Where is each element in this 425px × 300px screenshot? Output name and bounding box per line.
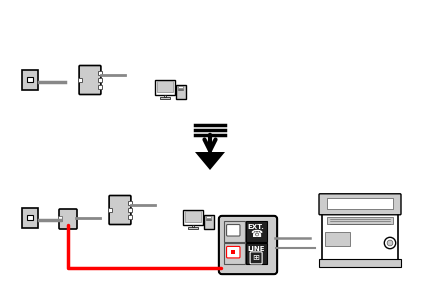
- Bar: [128, 208, 132, 212]
- Bar: [164, 95, 167, 97]
- FancyBboxPatch shape: [79, 65, 101, 94]
- Bar: [206, 216, 211, 218]
- Bar: [185, 211, 201, 222]
- Bar: [157, 81, 173, 92]
- FancyArrowPatch shape: [204, 135, 215, 151]
- Bar: [128, 201, 132, 205]
- Bar: [206, 219, 211, 220]
- FancyBboxPatch shape: [59, 209, 77, 229]
- Bar: [188, 227, 198, 229]
- Bar: [325, 232, 350, 246]
- Bar: [160, 97, 170, 99]
- Bar: [98, 71, 102, 75]
- FancyBboxPatch shape: [227, 246, 240, 258]
- Bar: [224, 221, 245, 242]
- Bar: [27, 77, 33, 82]
- Bar: [224, 243, 245, 264]
- Bar: [27, 215, 33, 220]
- FancyBboxPatch shape: [250, 252, 262, 264]
- FancyBboxPatch shape: [219, 216, 277, 274]
- Polygon shape: [195, 152, 225, 170]
- Text: ⊞: ⊞: [252, 254, 260, 262]
- Bar: [128, 215, 132, 219]
- Bar: [98, 78, 102, 82]
- Bar: [192, 225, 194, 227]
- Bar: [322, 212, 398, 264]
- FancyBboxPatch shape: [227, 224, 240, 236]
- Bar: [327, 198, 393, 209]
- Circle shape: [387, 240, 393, 246]
- FancyBboxPatch shape: [319, 194, 401, 215]
- Text: ☎: ☎: [250, 229, 262, 239]
- Bar: [176, 85, 186, 98]
- FancyBboxPatch shape: [109, 196, 131, 224]
- Bar: [246, 243, 266, 264]
- Bar: [58, 216, 62, 221]
- Bar: [108, 208, 112, 212]
- Bar: [183, 210, 203, 225]
- Bar: [178, 86, 184, 88]
- Circle shape: [384, 237, 396, 249]
- Bar: [327, 217, 393, 224]
- Bar: [246, 221, 266, 242]
- Bar: [98, 85, 102, 89]
- Text: EXT.: EXT.: [248, 224, 264, 230]
- Bar: [204, 214, 214, 229]
- Bar: [319, 259, 401, 267]
- Bar: [155, 80, 175, 95]
- Bar: [231, 250, 235, 254]
- Text: LINE: LINE: [247, 245, 265, 251]
- Bar: [22, 208, 38, 228]
- Bar: [22, 70, 38, 90]
- Bar: [78, 78, 82, 82]
- Bar: [178, 89, 184, 90]
